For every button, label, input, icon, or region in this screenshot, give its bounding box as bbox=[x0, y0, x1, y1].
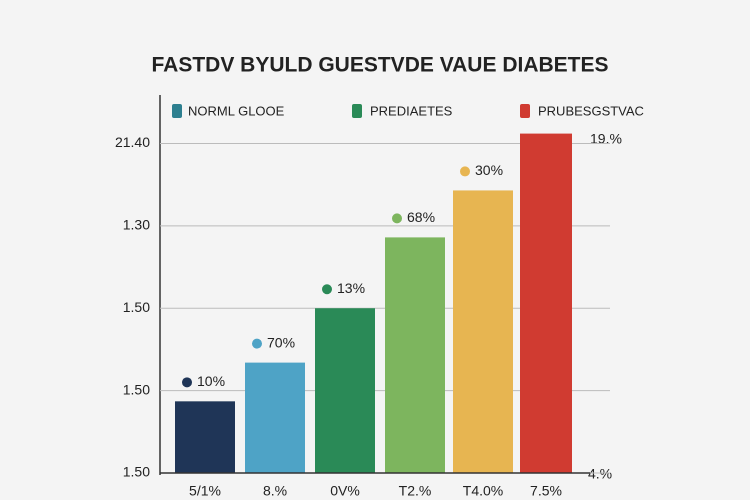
legend-label: NORML GLOOE bbox=[188, 103, 285, 118]
annotation-icon bbox=[460, 166, 470, 177]
bar bbox=[520, 133, 572, 474]
annotation-icon bbox=[392, 213, 402, 224]
x-tick-label: 7.5% bbox=[530, 483, 562, 499]
legend-label: PREDIAETES bbox=[370, 103, 453, 118]
legend-label: PRUBESGSTVAC bbox=[538, 103, 644, 118]
y-tick-label: 1.50 bbox=[123, 464, 150, 480]
x-tick-label: 8.% bbox=[263, 483, 287, 499]
x-tick-label: T4.0% bbox=[463, 483, 503, 499]
x-tick-label: 5/1% bbox=[189, 483, 221, 499]
chart-title: FASTDV BYULD GUESTVDE VAUE DIABETES bbox=[152, 54, 609, 77]
legend-icon bbox=[520, 104, 530, 118]
annotation-icon bbox=[322, 284, 332, 295]
y-tick-label: 21.40 bbox=[115, 134, 150, 150]
annotation: 13% bbox=[337, 280, 365, 296]
annotation: 30% bbox=[475, 162, 503, 178]
bar bbox=[453, 190, 513, 473]
x-tick-label: 0V% bbox=[330, 483, 360, 499]
y-tick-label: 1.30 bbox=[123, 217, 150, 233]
right-label: 19.% bbox=[590, 131, 622, 147]
legend-icon bbox=[352, 104, 362, 118]
annotation: 68% bbox=[407, 209, 435, 225]
bar bbox=[315, 308, 375, 473]
y-tick-label: 1.50 bbox=[123, 299, 150, 315]
legend-icon bbox=[172, 104, 182, 118]
annotation: 10% bbox=[197, 373, 225, 389]
y-tick-label: 1.50 bbox=[123, 381, 150, 397]
right-label: 4.% bbox=[588, 466, 612, 482]
annotation-icon bbox=[252, 338, 262, 349]
annotation: 70% bbox=[267, 334, 295, 350]
bar bbox=[245, 362, 305, 473]
bar bbox=[385, 237, 445, 473]
bar bbox=[175, 401, 235, 473]
x-tick-label: T2.% bbox=[399, 483, 432, 499]
annotation-icon bbox=[182, 377, 192, 388]
